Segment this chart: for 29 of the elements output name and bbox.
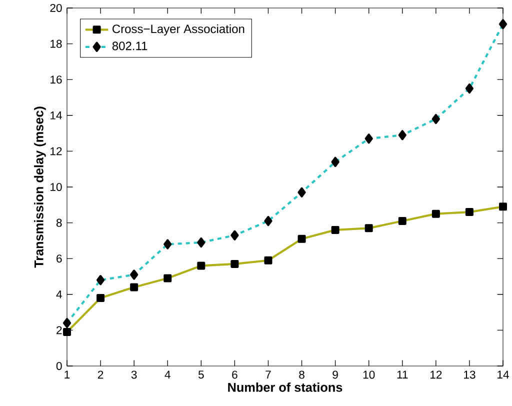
y-tick-label: 18 <box>50 40 62 48</box>
x-tick-label: 1 <box>64 370 70 378</box>
legend-label: Cross−Layer Association <box>112 24 244 36</box>
x-tick-label: 5 <box>198 370 204 379</box>
y-tick-label: 14 <box>50 111 62 120</box>
x-tick-label: 13 <box>464 370 476 379</box>
x-tick-label: 4 <box>164 370 170 378</box>
y-tick-label: 8 <box>56 218 62 227</box>
x-tick-label: 3 <box>131 370 137 379</box>
x-tick-label: 6 <box>232 370 238 379</box>
x-tick-label: 9 <box>332 370 338 379</box>
legend-label: 802.11 <box>112 42 148 50</box>
x-tick-label: 12 <box>430 370 442 379</box>
y-tick-label: 16 <box>50 76 62 84</box>
y-axis-title: Transmission delay (msec) <box>34 106 46 268</box>
x-tick-label: 14 <box>498 370 509 378</box>
y-tick-label: 12 <box>50 147 62 156</box>
y-tick-label: 0 <box>56 362 62 370</box>
x-tick-label: 10 <box>363 370 375 379</box>
y-tick-label: 6 <box>56 254 62 263</box>
x-tick-label: 8 <box>299 370 304 379</box>
y-tick-label: 2 <box>56 326 62 334</box>
y-tick-label: 10 <box>50 182 62 191</box>
y-tick-label: 4 <box>56 290 62 298</box>
x-axis-title: Number of stations <box>228 382 342 392</box>
x-tick-label: 2 <box>98 370 104 379</box>
y-tick-label: 20 <box>50 4 62 12</box>
x-tick-label: 11 <box>397 370 408 378</box>
x-tick-label: 7 <box>266 370 271 378</box>
